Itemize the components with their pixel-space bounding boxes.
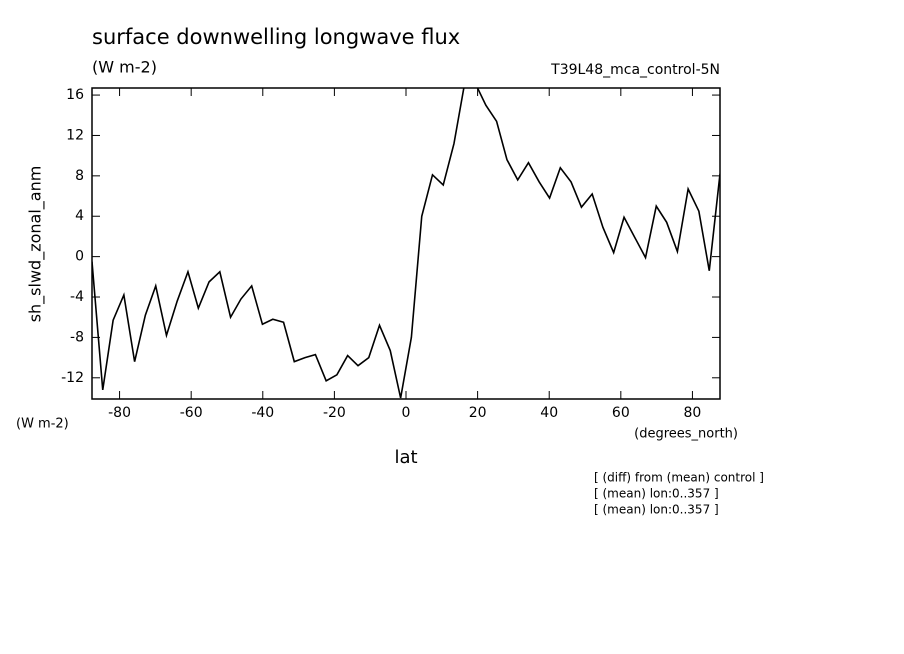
x-tick-label: -20 <box>323 405 346 421</box>
y-axis-label: sh_slwd_zonal_anm <box>26 166 46 323</box>
chart-title: surface downwelling longwave flux <box>92 25 460 49</box>
y-tick-label: -12 <box>61 370 84 386</box>
note: [ (diff) from (mean) control ] <box>594 471 764 485</box>
y-tick-label: -8 <box>70 329 84 345</box>
x-tick-label: 80 <box>684 405 702 421</box>
x-tick-label: -80 <box>108 405 131 421</box>
x-tick-label: 60 <box>612 405 630 421</box>
y-tick-label: 4 <box>75 208 84 224</box>
x-tick-label: -40 <box>251 405 274 421</box>
note: [ (mean) lon:0..357 ] <box>594 487 719 501</box>
x-units: (degrees_north) <box>634 427 738 442</box>
units: (W m-2) <box>92 58 157 77</box>
data-line <box>92 88 720 399</box>
y-tick-label: -4 <box>70 289 84 305</box>
plot-frame <box>91 87 721 400</box>
x-tick-label: -60 <box>180 405 203 421</box>
y-tick-label: 16 <box>66 87 84 103</box>
y-units: (W m-2) <box>16 417 69 432</box>
y-tick-label: 8 <box>75 168 84 184</box>
y-tick-label: 0 <box>75 249 84 265</box>
x-tick-label: 40 <box>540 405 558 421</box>
note: [ (mean) lon:0..357 ] <box>594 503 719 517</box>
x-tick-label: 20 <box>469 405 487 421</box>
x-tick-label: 0 <box>402 405 411 421</box>
dataset: T39L48_mca_control-5N <box>550 62 720 78</box>
y-tick-label: 12 <box>66 127 84 143</box>
x-axis-label: lat <box>394 447 417 468</box>
